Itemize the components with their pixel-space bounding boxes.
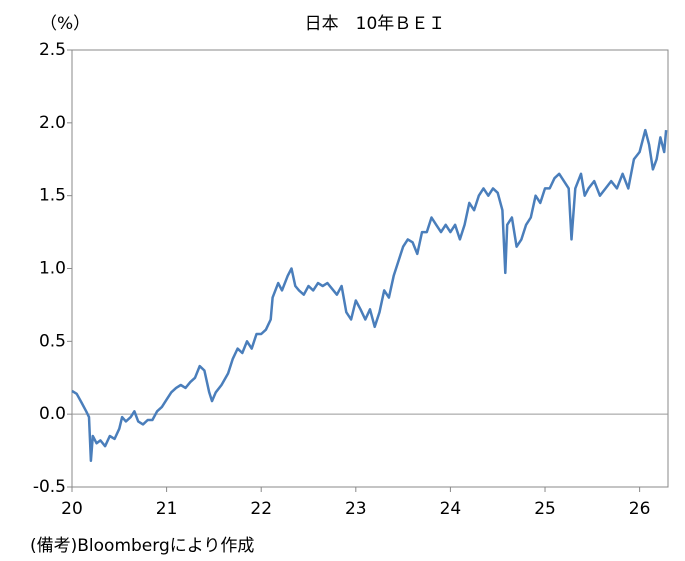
y-tick-label: 2.0 xyxy=(39,113,66,133)
x-tick-label: 25 xyxy=(534,499,556,519)
source-note: (備考)Bloombergにより作成 xyxy=(30,536,254,556)
x-tick-label: 20 xyxy=(61,499,83,519)
chart-title: 日本 10年ＢＥＩ xyxy=(305,14,446,34)
y-tick-label: 0.5 xyxy=(39,331,66,351)
plot-frame xyxy=(71,49,669,488)
y-tick-label: 2.5 xyxy=(39,40,66,60)
unit-label: （%） xyxy=(40,14,90,34)
x-tick-label: 23 xyxy=(345,499,367,519)
x-tick-label: 22 xyxy=(250,499,272,519)
y-tick-label: -0.5 xyxy=(33,477,66,497)
data-line xyxy=(71,128,668,463)
y-tick-label: 0.0 xyxy=(39,404,66,424)
x-tick-label: 26 xyxy=(629,499,651,519)
y-tick-label: 1.5 xyxy=(39,186,66,206)
x-tick-label: 21 xyxy=(156,499,178,519)
y-tick-label: 1.0 xyxy=(39,259,66,279)
x-tick-label: 24 xyxy=(440,499,462,519)
